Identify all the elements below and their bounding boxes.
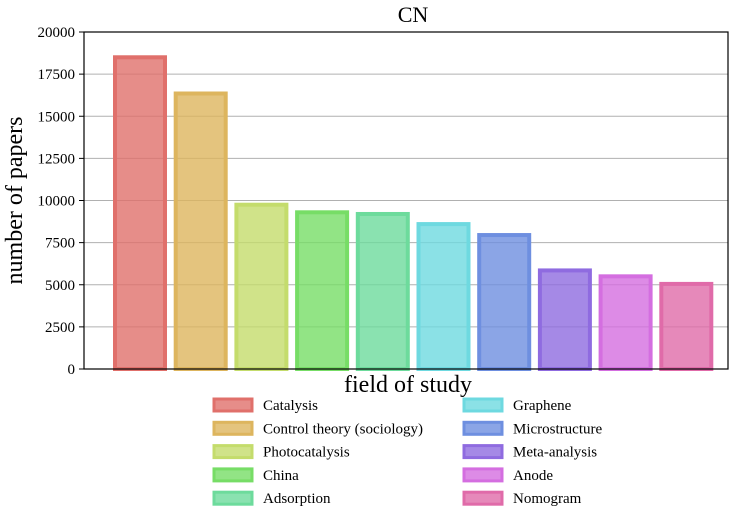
bar-china <box>295 210 350 371</box>
legend-label: Meta-analysis <box>513 445 597 461</box>
y-tick-label: 2500 <box>45 320 75 336</box>
x-axis-label: field of study <box>344 372 472 398</box>
legend-swatch <box>462 490 504 506</box>
bar-catalysis <box>113 55 167 372</box>
bar-adsorption <box>355 211 410 371</box>
legend-label: Anode <box>513 468 553 484</box>
legend: Catalysis Control theory (sociology) Photo… <box>212 397 602 507</box>
legend-label: Nomogram <box>513 491 582 507</box>
legend-label: Graphene <box>513 398 572 414</box>
y-axis-label: number of papers <box>2 117 28 285</box>
legend-swatch <box>212 467 254 483</box>
legend-swatch <box>462 444 504 460</box>
bar-photocatalysis <box>234 202 289 371</box>
y-tick-label: 5000 <box>45 278 75 294</box>
bars <box>113 55 714 372</box>
legend-label: China <box>263 468 299 484</box>
y-tick-label: 12500 <box>38 151 76 167</box>
chart-title: CN <box>398 2 429 27</box>
legend-label: Control theory (sociology) <box>263 421 423 437</box>
legend-swatch <box>212 444 254 460</box>
y-tick-label: 17500 <box>38 67 76 83</box>
y-tick-label: 20000 <box>38 25 76 41</box>
bar-meta-analysis <box>537 268 592 371</box>
bar-anode <box>598 274 653 372</box>
legend-label: Adsorption <box>263 491 331 507</box>
bar-microstructure <box>477 233 532 371</box>
legend-swatch <box>212 420 254 436</box>
y-tick-label: 10000 <box>38 194 76 210</box>
legend-swatch <box>462 397 504 413</box>
legend-swatch <box>462 420 504 436</box>
bar-nomogram <box>659 281 714 371</box>
y-axis-ticks: 0 2500 5000 7500 10000 12500 15000 17500 20000 <box>38 25 84 378</box>
bar-graphene <box>416 222 471 371</box>
legend-swatch <box>462 467 504 483</box>
bar-control-theory-sociology <box>173 91 228 371</box>
legend-label: Catalysis <box>263 398 318 414</box>
y-tick-label: 0 <box>68 362 76 378</box>
legend-swatch <box>212 490 254 506</box>
legend-swatch <box>212 397 254 413</box>
legend-label: Microstructure <box>513 421 602 437</box>
legend-label: Photocatalysis <box>263 445 350 461</box>
y-tick-label: 15000 <box>38 109 76 125</box>
y-tick-label: 7500 <box>45 236 75 252</box>
